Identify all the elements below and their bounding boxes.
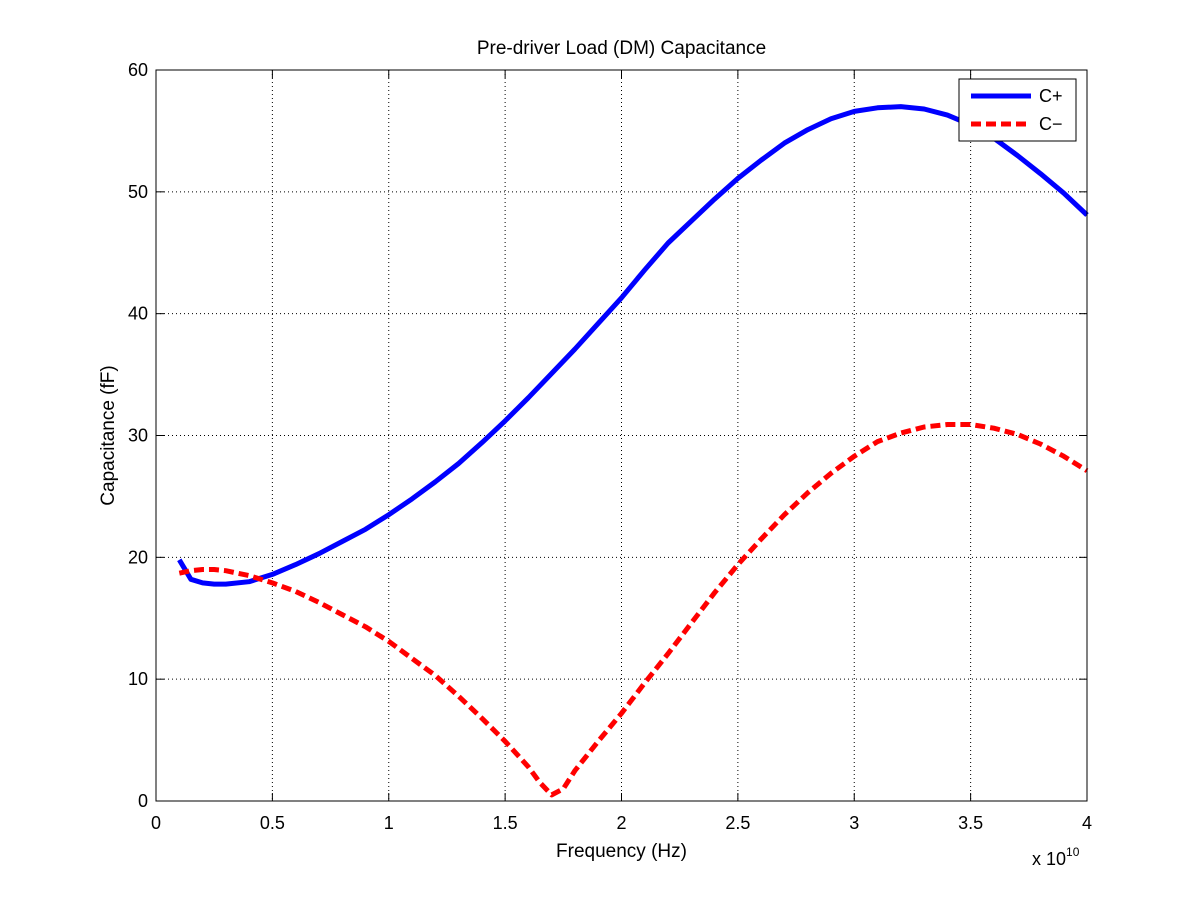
x-axis-exponent-power: 10	[1066, 845, 1080, 859]
y-tick-label: 50	[128, 182, 148, 202]
chart-title: Pre-driver Load (DM) Capacitance	[477, 38, 766, 59]
series-lines	[177, 104, 1089, 798]
y-axis-title: Capacitance (fF)	[98, 365, 119, 505]
x-tick-label: 2	[616, 813, 626, 833]
legend-box	[958, 78, 1077, 142]
y-tick-label: 0	[138, 791, 148, 811]
x-tick-label: 4	[1082, 813, 1092, 833]
y-tick-label: 60	[128, 60, 148, 80]
plot-area	[156, 70, 1087, 801]
legend: C+ C−	[958, 78, 1077, 142]
y-tick-label: 30	[128, 426, 148, 446]
y-tick-label: 10	[128, 669, 148, 689]
x-axis-exponent-base: x 10	[1032, 849, 1066, 869]
y-tick-label: 40	[128, 304, 148, 324]
x-axis-exponent: x 1010	[1032, 845, 1080, 869]
x-tick-label: 0.5	[260, 813, 285, 833]
legend-label: C−	[1039, 114, 1063, 134]
x-tick-label: 3	[849, 813, 859, 833]
x-tick-label: 0	[151, 813, 161, 833]
y-tick-label: 20	[128, 547, 148, 567]
x-tick-label: 2.5	[725, 813, 750, 833]
x-tick-label: 3.5	[958, 813, 983, 833]
legend-label: C+	[1039, 86, 1063, 106]
x-tick-label: 1.5	[493, 813, 518, 833]
x-axis-title: Frequency (Hz)	[556, 841, 687, 862]
x-tick-label: 1	[384, 813, 394, 833]
series-line-c-plus	[177, 104, 1089, 587]
series-line-c-minus	[178, 422, 1089, 798]
